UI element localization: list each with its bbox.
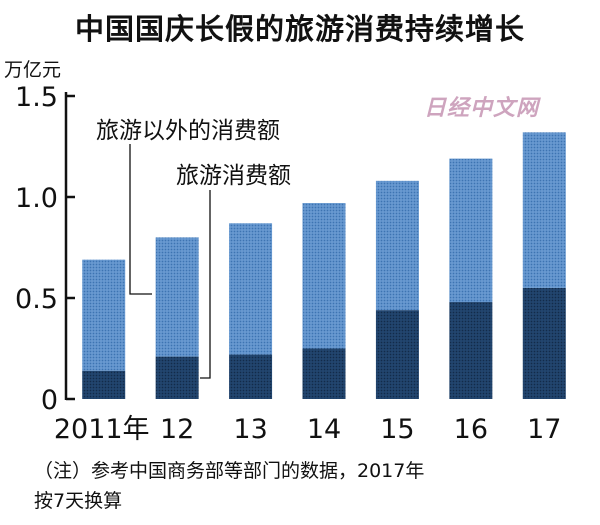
- x-tick-label: 12: [160, 414, 194, 445]
- x-tick-label: 14: [307, 414, 341, 445]
- bar-tourism-0: [82, 370, 126, 399]
- bar-non-tourism-2: [229, 223, 273, 355]
- x-tick-label: 2011年: [54, 414, 150, 445]
- x-tick-label: 15: [380, 414, 414, 445]
- bar-non-tourism-5: [449, 158, 493, 303]
- bar-tourism-2: [229, 354, 273, 399]
- x-tick-label: 13: [233, 414, 267, 445]
- bar-tourism-5: [449, 302, 493, 399]
- leader-line-non-tourism: [129, 144, 152, 295]
- bar-tourism-1: [155, 356, 199, 399]
- y-axis-unit: 万亿元: [4, 59, 61, 81]
- bar-tourism-6: [522, 287, 566, 399]
- y-tick-label: 0: [41, 385, 58, 416]
- leader-line-tourism: [200, 190, 211, 379]
- chart-title: 中国国庆长假的旅游消费持续增长: [74, 12, 525, 46]
- bar-non-tourism-1: [155, 237, 199, 357]
- watermark-logo: 日经中文网: [424, 96, 540, 121]
- bar-tourism-3: [302, 348, 346, 399]
- bar-non-tourism-6: [522, 132, 566, 288]
- footnote: （注）参考中国商务部等部门的数据，2017年 按7天换算: [34, 460, 425, 512]
- bar-tourism-4: [375, 310, 419, 399]
- x-tick-label: 17: [527, 414, 561, 445]
- x-tick-label: 16: [454, 414, 488, 445]
- bar-non-tourism-0: [82, 259, 126, 371]
- legend-label-tourism: 旅游消费额: [176, 163, 291, 189]
- bar-non-tourism-3: [302, 203, 346, 349]
- y-tick-label: 1.0: [15, 183, 58, 214]
- y-tick-label: 0.5: [15, 284, 58, 315]
- y-tick-label: 1.5: [15, 82, 58, 113]
- legend-label-non-tourism: 旅游以外的消费额: [96, 118, 280, 144]
- bar-non-tourism-4: [375, 180, 419, 311]
